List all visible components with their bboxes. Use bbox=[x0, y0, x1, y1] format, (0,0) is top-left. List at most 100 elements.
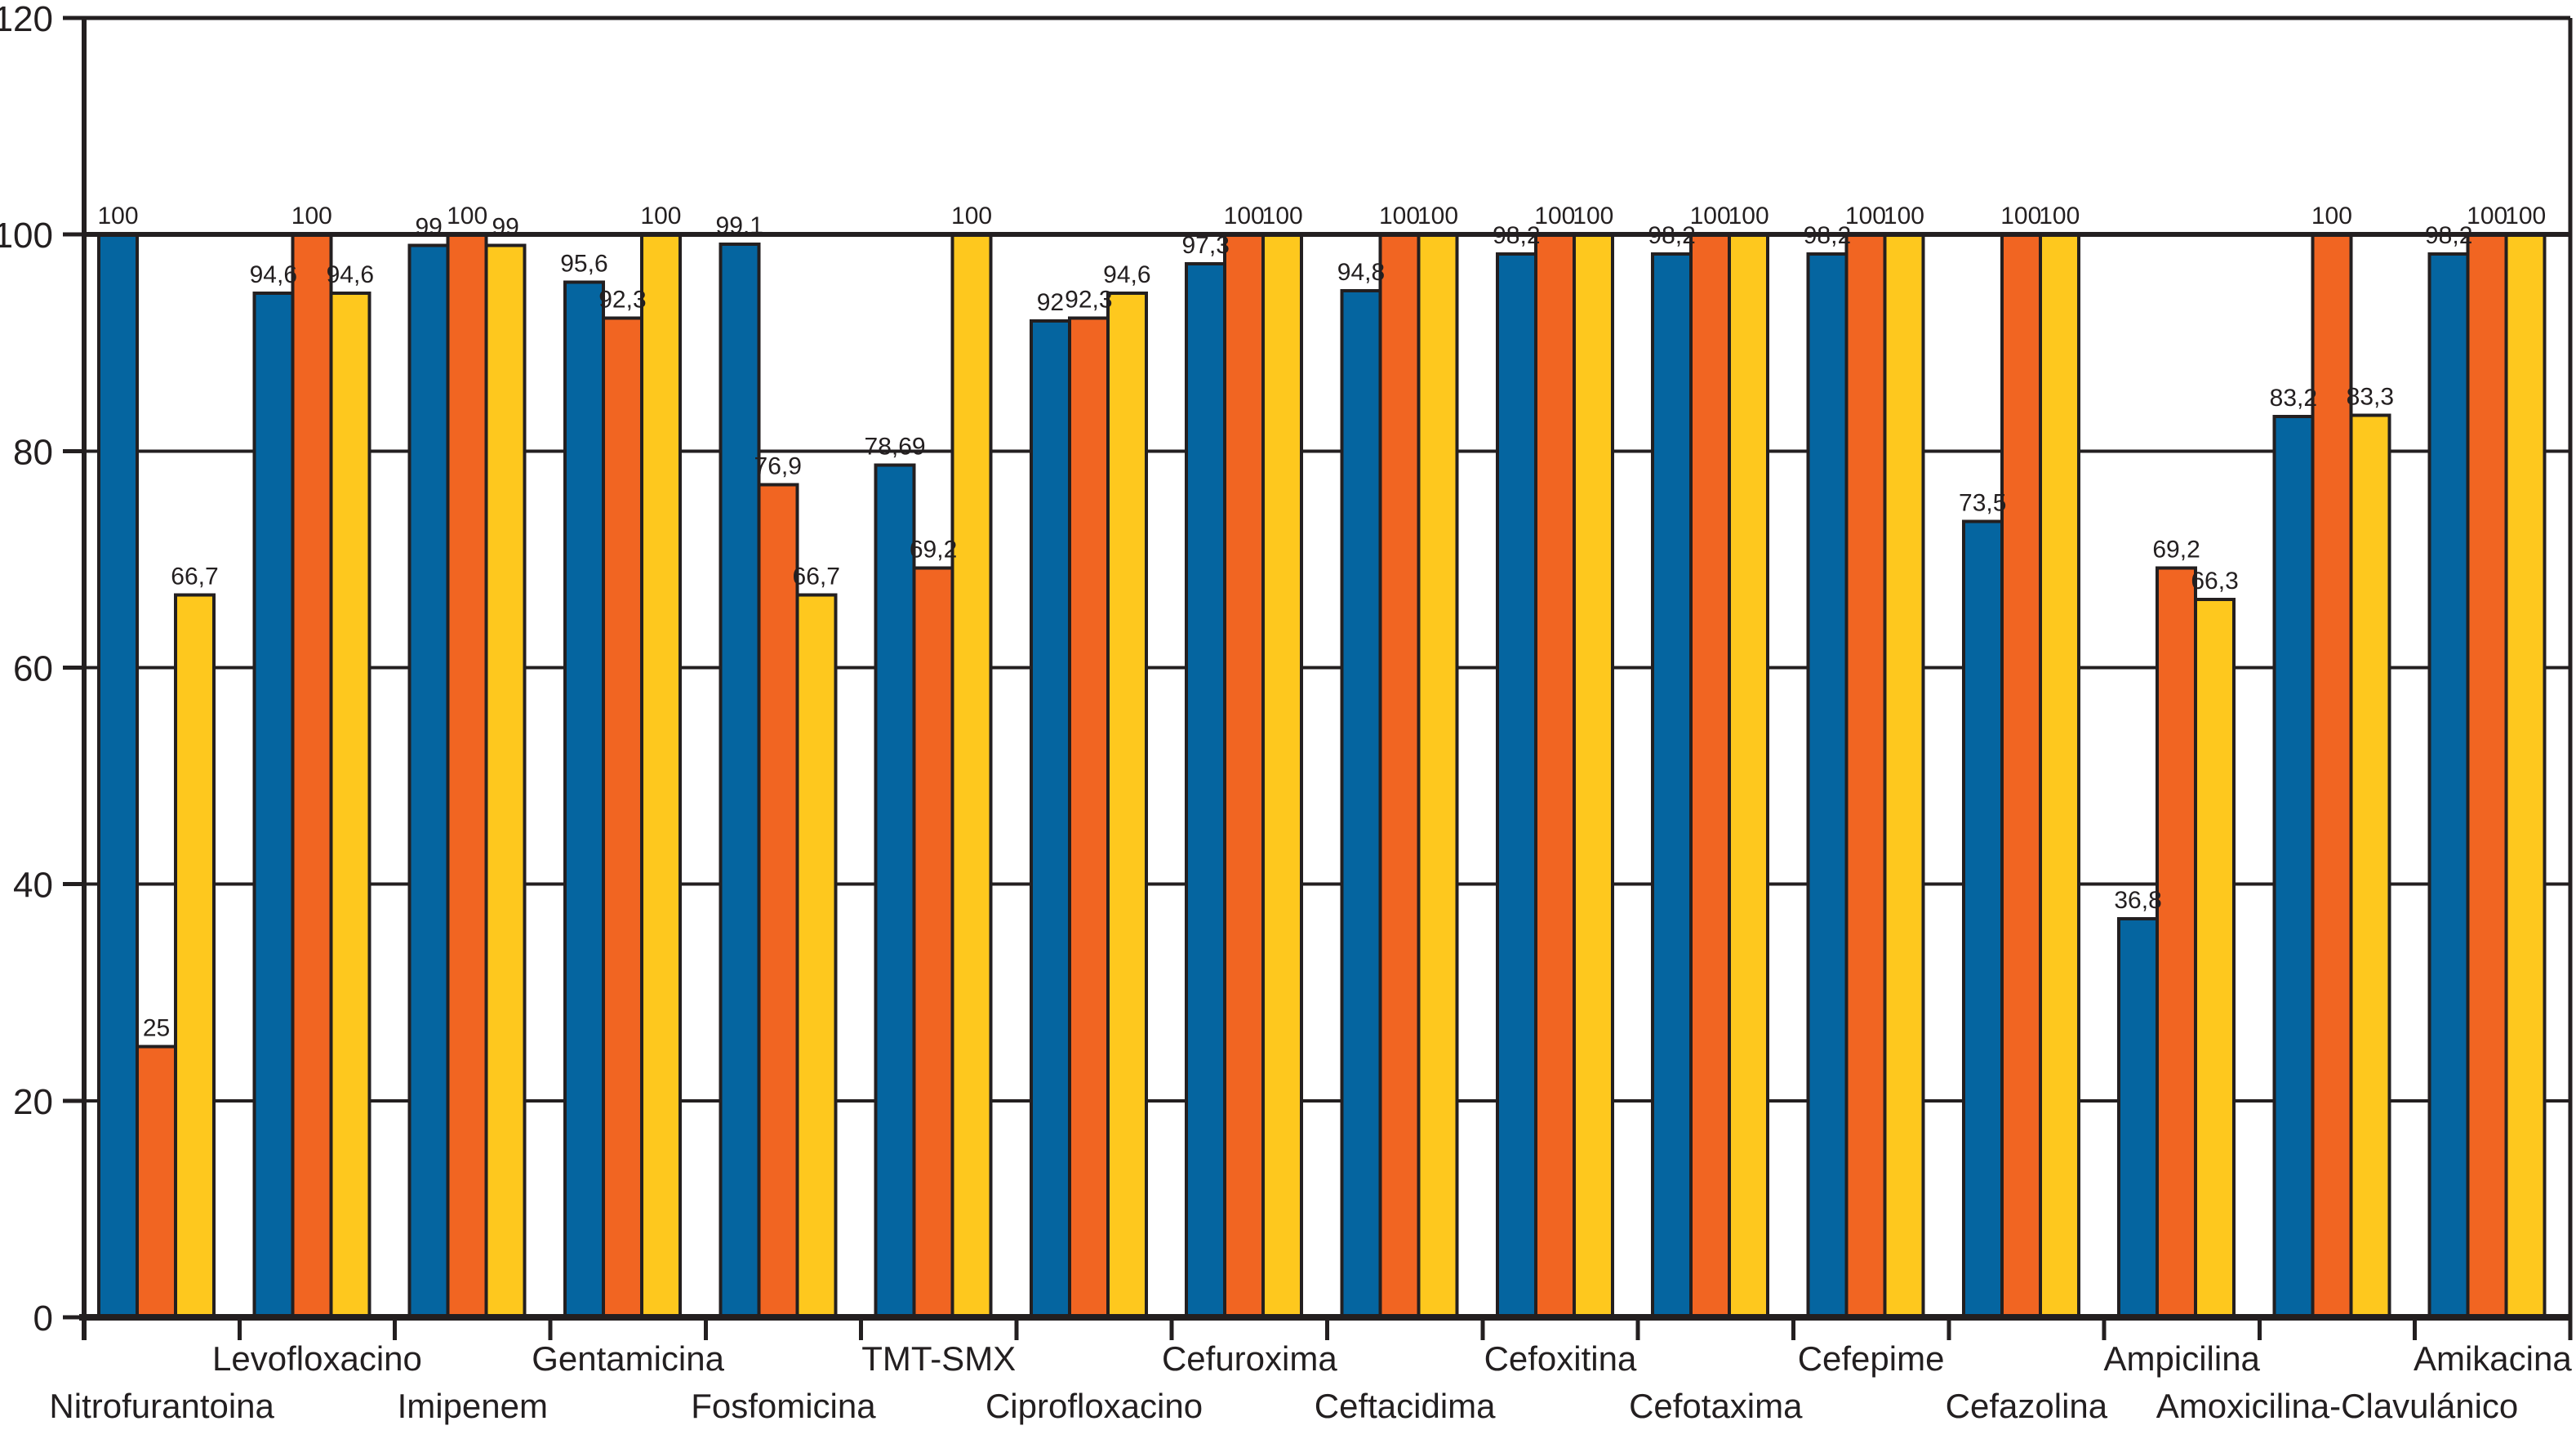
bar-yellow-15 bbox=[2349, 413, 2391, 1320]
category-label-12: Cefepime bbox=[1798, 1339, 1945, 1378]
bar-value-label: 69,2 bbox=[2152, 537, 2200, 564]
bar-value-label: 100 bbox=[1690, 203, 1731, 229]
category-label-3: Imipenem bbox=[398, 1387, 548, 1425]
bar-orange-9 bbox=[1378, 233, 1421, 1320]
bar-value-label: 92,3 bbox=[1065, 286, 1112, 313]
bar-blue-7 bbox=[1029, 319, 1071, 1320]
bar-blue-15 bbox=[2272, 414, 2315, 1320]
bar-blue-12 bbox=[1806, 252, 1849, 1320]
category-label-16: Amikacina bbox=[2414, 1339, 2572, 1378]
category-label-7: Ciprofloxacino bbox=[985, 1387, 1203, 1425]
bar-value-label: 83,2 bbox=[2270, 385, 2317, 412]
bar-yellow-11 bbox=[1728, 233, 1770, 1320]
bar-value-label: 95,6 bbox=[560, 251, 607, 278]
bar-orange-8 bbox=[1223, 233, 1266, 1320]
bar-blue-16 bbox=[2427, 252, 2470, 1320]
bar-yellow-4 bbox=[639, 233, 682, 1320]
bar-value-label: 100 bbox=[1573, 203, 1613, 229]
category-label-2: Levofloxacino bbox=[212, 1339, 422, 1378]
bar-value-label: 100 bbox=[1224, 203, 1265, 229]
bar-yellow-5 bbox=[795, 593, 838, 1319]
bar-orange-7 bbox=[1067, 316, 1110, 1319]
bar-value-label: 100 bbox=[2039, 203, 2080, 229]
bar-value-label: 92 bbox=[1037, 289, 1064, 316]
bar-value-label: 100 bbox=[1845, 203, 1886, 229]
bar-blue-5 bbox=[719, 243, 761, 1320]
bar-blue-13 bbox=[1961, 519, 2004, 1319]
bar-yellow-14 bbox=[2194, 597, 2236, 1319]
category-label-10: Cefoxitina bbox=[1484, 1339, 1637, 1378]
bar-orange-1 bbox=[136, 1045, 177, 1319]
y-axis-label-40: 40 bbox=[13, 866, 53, 906]
y-axis-label-80: 80 bbox=[13, 432, 53, 472]
bar-yellow-2 bbox=[329, 291, 371, 1319]
bar-value-label: 100 bbox=[1262, 203, 1303, 229]
category-label-4: Gentamicina bbox=[532, 1339, 724, 1378]
category-label-1: Nitrofurantoina bbox=[49, 1387, 274, 1425]
bar-value-label: 100 bbox=[1417, 203, 1458, 229]
bar-value-label: 98,2 bbox=[1648, 222, 1695, 249]
category-label-8: Cefuroxima bbox=[1162, 1339, 1337, 1378]
category-label-6: TMT-SMX bbox=[861, 1339, 1016, 1378]
bar-value-label: 100 bbox=[2467, 203, 2507, 229]
bar-value-label: 100 bbox=[447, 203, 487, 229]
bar-value-label: 66,7 bbox=[171, 564, 218, 590]
category-label-15: Amoxicilina-Clavulánico bbox=[2156, 1387, 2519, 1425]
bar-value-label: 100 bbox=[2000, 203, 2041, 229]
bar-value-label: 99 bbox=[415, 213, 442, 240]
bar-blue-10 bbox=[1495, 252, 1537, 1320]
bar-value-label: 66,7 bbox=[793, 564, 840, 590]
category-label-9: Ceftacidima bbox=[1315, 1387, 1496, 1425]
bar-value-label: 73,5 bbox=[1959, 490, 2006, 517]
bar-value-label: 100 bbox=[951, 203, 992, 229]
bar-orange-2 bbox=[291, 233, 333, 1320]
bar-yellow-9 bbox=[1417, 233, 1459, 1320]
bar-orange-10 bbox=[1533, 233, 1576, 1320]
bar-value-label: 100 bbox=[291, 203, 332, 229]
y-axis-label-60: 60 bbox=[13, 649, 53, 689]
bar-value-label: 100 bbox=[1884, 203, 1924, 229]
bar-orange-15 bbox=[2311, 233, 2353, 1320]
bar-blue-1 bbox=[97, 233, 139, 1320]
bar-value-label: 92,3 bbox=[598, 286, 646, 313]
bar-yellow-16 bbox=[2504, 233, 2547, 1320]
bar-value-label: 94,6 bbox=[327, 261, 374, 288]
bar-value-label: 83,3 bbox=[2347, 384, 2394, 411]
bar-value-label: 100 bbox=[2311, 203, 2352, 229]
bar-value-label: 69,2 bbox=[910, 537, 957, 564]
bar-orange-16 bbox=[2466, 233, 2508, 1320]
bar-yellow-6 bbox=[950, 233, 993, 1320]
bar-value-label: 100 bbox=[97, 203, 138, 229]
bar-blue-11 bbox=[1651, 252, 1693, 1320]
bar-orange-13 bbox=[2000, 233, 2042, 1320]
bar-blue-2 bbox=[252, 291, 295, 1319]
y-axis-label-100: 100 bbox=[0, 216, 53, 256]
bar-value-label: 99,1 bbox=[716, 212, 763, 239]
bar-blue-6 bbox=[874, 463, 916, 1319]
bar-value-label: 76,9 bbox=[754, 452, 802, 479]
bar-value-label: 98,2 bbox=[1804, 222, 1851, 249]
y-axis-label-20: 20 bbox=[13, 1082, 53, 1122]
bar-value-label: 100 bbox=[640, 203, 681, 229]
bar-orange-5 bbox=[757, 483, 799, 1319]
bar-value-label: 100 bbox=[1728, 203, 1769, 229]
bar-value-label: 36,8 bbox=[2114, 887, 2161, 914]
bar-value-label: 100 bbox=[1534, 203, 1575, 229]
bar-orange-4 bbox=[601, 316, 643, 1319]
bar-yellow-13 bbox=[2038, 233, 2080, 1320]
bar-value-label: 94,8 bbox=[1337, 259, 1385, 286]
bar-orange-6 bbox=[912, 566, 954, 1319]
bar-yellow-10 bbox=[1572, 233, 1614, 1320]
bar-orange-12 bbox=[1844, 233, 1887, 1320]
bar-value-label: 98,2 bbox=[2425, 222, 2472, 249]
bar-value-label: 97,3 bbox=[1181, 232, 1229, 259]
bar-blue-9 bbox=[1340, 289, 1382, 1319]
bar-value-label: 25 bbox=[143, 1015, 170, 1042]
bar-value-label: 94,6 bbox=[250, 261, 297, 288]
bar-orange-14 bbox=[2156, 566, 2198, 1319]
y-axis-label-0: 0 bbox=[33, 1299, 53, 1339]
bar-blue-8 bbox=[1185, 261, 1227, 1320]
bar-yellow-8 bbox=[1261, 233, 1304, 1320]
